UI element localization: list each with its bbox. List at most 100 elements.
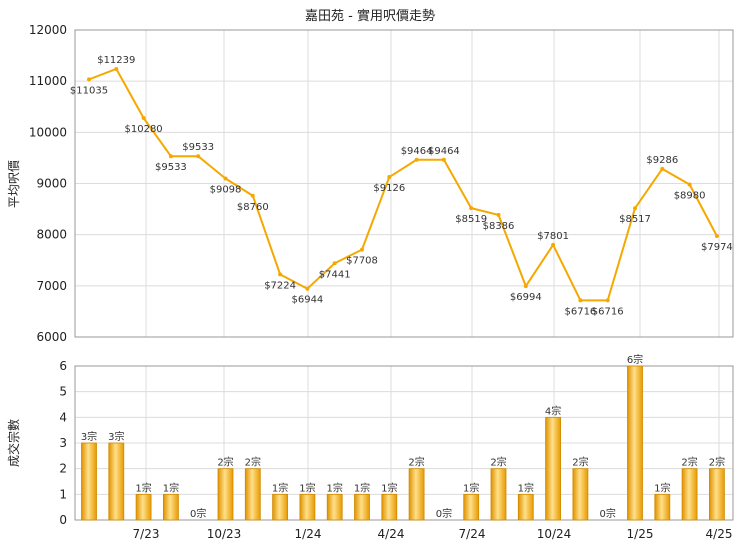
price-point-label: $8517 bbox=[619, 214, 651, 225]
count-bar bbox=[135, 493, 152, 521]
count-bar bbox=[572, 468, 589, 521]
price-y-tick-label: 6000 bbox=[36, 330, 67, 344]
count-bar bbox=[654, 493, 671, 521]
price-y-tick-label: 11000 bbox=[29, 74, 67, 88]
count-bar bbox=[162, 493, 179, 521]
price-point bbox=[250, 193, 255, 198]
price-point-label: $9533 bbox=[155, 162, 187, 173]
price-point-label: $7801 bbox=[537, 231, 569, 242]
count-y-tick-label: 4 bbox=[59, 410, 67, 424]
price-point bbox=[196, 154, 201, 159]
price-point-label: $7708 bbox=[346, 256, 378, 267]
price-point bbox=[87, 77, 91, 82]
price-point bbox=[141, 116, 146, 121]
price-point-label: $9126 bbox=[373, 183, 405, 194]
price-point bbox=[605, 298, 610, 303]
count-bar-label: 1宗 bbox=[354, 481, 370, 494]
price-point-label: $8980 bbox=[674, 191, 706, 202]
count-bar bbox=[354, 493, 370, 521]
price-point-label: $9098 bbox=[210, 184, 242, 195]
count-bar-label: 2宗 bbox=[572, 456, 588, 469]
price-point-label: $9464 bbox=[428, 146, 460, 157]
price-point-label: $6716 bbox=[564, 306, 596, 317]
count-bar bbox=[81, 442, 97, 521]
count-bar bbox=[408, 468, 425, 521]
x-tick-label: 4/24 bbox=[378, 527, 405, 541]
price-point-label: $9464 bbox=[401, 146, 433, 157]
count-bar bbox=[244, 468, 261, 521]
count-bar-label: 2宗 bbox=[681, 456, 697, 469]
count-bar-label: 0宗 bbox=[190, 507, 206, 520]
count-bar-label: 1宗 bbox=[299, 481, 315, 494]
count-bar bbox=[299, 493, 316, 521]
price-line bbox=[88, 67, 718, 302]
count-bar-label: 0宗 bbox=[436, 507, 452, 520]
count-bar bbox=[326, 493, 343, 521]
price-y-axis-title: 平均呎價 bbox=[7, 160, 21, 208]
count-bar bbox=[272, 493, 289, 521]
price-point-label: $8519 bbox=[455, 214, 487, 225]
price-point-label: $7974 bbox=[701, 242, 733, 253]
price-y-tick-label: 8000 bbox=[36, 228, 67, 242]
count-bar-label: 1宗 bbox=[327, 481, 343, 494]
count-y-tick-label: 0 bbox=[59, 513, 67, 527]
count-bar bbox=[217, 468, 234, 521]
price-y-tick-label: 7000 bbox=[36, 279, 67, 293]
price-point-label: $6944 bbox=[291, 295, 323, 306]
price-point bbox=[578, 298, 583, 303]
price-point bbox=[496, 212, 501, 217]
price-point bbox=[441, 157, 446, 162]
price-y-tick-label: 12000 bbox=[29, 23, 67, 37]
price-point-label: $9533 bbox=[182, 142, 214, 153]
price-point-label: $11035 bbox=[70, 85, 108, 96]
count-bar-label: 2宗 bbox=[408, 456, 424, 469]
price-plot-frame bbox=[74, 29, 734, 338]
count-bar-label: 3宗 bbox=[81, 430, 97, 443]
price-point-label: $10280 bbox=[125, 124, 163, 135]
count-bar-label: 1宗 bbox=[135, 481, 151, 494]
count-bar bbox=[681, 468, 698, 521]
count-bar bbox=[545, 416, 561, 521]
count-y-tick-label: 3 bbox=[59, 436, 67, 450]
count-bar-label: 1宗 bbox=[381, 481, 397, 494]
price-point-label: $7224 bbox=[264, 280, 296, 291]
count-bar-label: 1宗 bbox=[272, 481, 288, 494]
count-bar-label: 2宗 bbox=[490, 456, 506, 469]
count-bar-label: 2宗 bbox=[709, 456, 725, 469]
count-y-axis-title: 成交宗數 bbox=[6, 419, 21, 467]
price-point bbox=[387, 175, 392, 180]
count-y-tick-label: 2 bbox=[59, 462, 67, 476]
price-point bbox=[305, 286, 310, 291]
price-point bbox=[168, 154, 173, 159]
price-point bbox=[360, 247, 364, 252]
count-y-tick-label: 1 bbox=[59, 487, 67, 501]
price-point bbox=[469, 206, 474, 211]
price-point-label: $9286 bbox=[646, 155, 678, 166]
price-y-tick-label: 9000 bbox=[36, 177, 67, 191]
count-bar-label: 4宗 bbox=[545, 404, 561, 417]
count-bar bbox=[627, 365, 643, 521]
price-y-tick-label: 10000 bbox=[29, 125, 67, 139]
count-bar bbox=[463, 493, 480, 521]
price-point bbox=[660, 166, 665, 171]
x-tick-label: 4/25 bbox=[706, 527, 733, 541]
price-point bbox=[223, 176, 228, 181]
count-bar-label: 1宗 bbox=[463, 481, 479, 494]
count-bar-label: 2宗 bbox=[245, 456, 261, 469]
price-point-label: $8760 bbox=[237, 202, 269, 213]
count-bar bbox=[381, 493, 398, 521]
price-point bbox=[687, 182, 692, 187]
price-point-label: $6994 bbox=[510, 292, 542, 303]
count-bar-label: 0宗 bbox=[600, 507, 616, 520]
x-tick-label: 1/25 bbox=[627, 527, 654, 541]
count-bar bbox=[108, 442, 125, 521]
x-tick-label: 10/24 bbox=[537, 527, 572, 541]
price-point-label: $6716 bbox=[592, 306, 624, 317]
price-point bbox=[523, 284, 528, 289]
count-bar-label: 6宗 bbox=[627, 353, 643, 366]
price-point-label: $8386 bbox=[483, 221, 515, 232]
price-point bbox=[278, 272, 283, 277]
price-point bbox=[714, 233, 719, 238]
